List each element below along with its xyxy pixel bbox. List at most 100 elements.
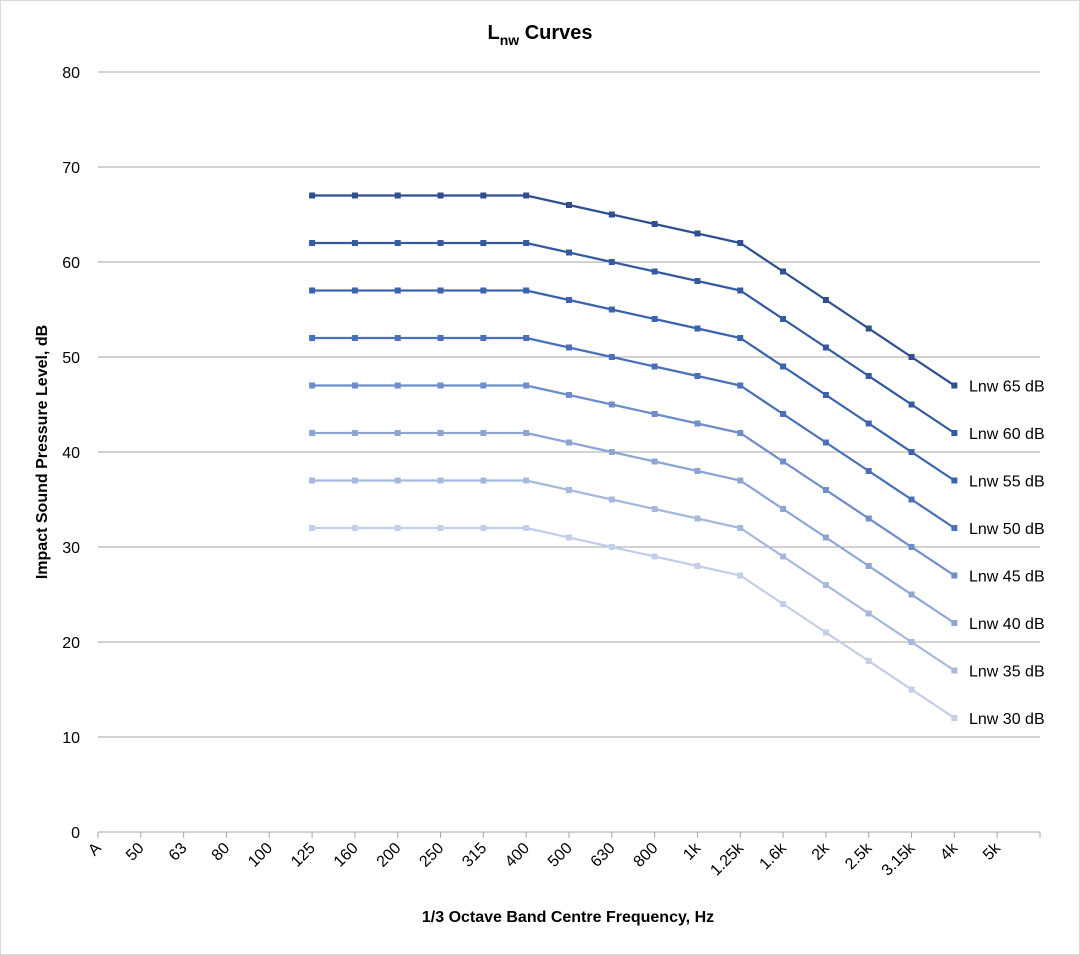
data-point-marker xyxy=(309,240,316,246)
data-point-marker xyxy=(437,430,444,436)
data-point-marker xyxy=(351,430,358,436)
x-tick-label: 630 xyxy=(588,840,619,871)
data-point-marker xyxy=(523,192,530,199)
series-label: Lnw 55 dB xyxy=(969,474,1045,491)
series-line xyxy=(309,287,958,484)
data-point-marker xyxy=(908,354,915,360)
data-point-marker xyxy=(437,240,444,246)
data-point-marker xyxy=(480,287,487,294)
data-point-marker xyxy=(566,249,572,256)
data-point-marker xyxy=(822,582,829,588)
series-label: Lnw 50 dB xyxy=(969,521,1045,538)
y-tick-label: 70 xyxy=(62,160,80,177)
data-point-marker xyxy=(865,325,872,332)
series-line xyxy=(309,335,958,531)
data-point-marker xyxy=(394,382,401,389)
data-point-marker xyxy=(951,715,958,721)
x-tick-label: 2k xyxy=(809,839,834,864)
x-tick-label: 63 xyxy=(166,840,191,865)
series-line xyxy=(309,430,958,626)
data-point-marker xyxy=(651,221,658,227)
data-point-marker xyxy=(608,259,615,265)
data-point-marker xyxy=(951,477,958,484)
data-point-marker xyxy=(309,477,316,484)
data-point-marker xyxy=(822,392,829,398)
series-line xyxy=(309,525,958,721)
data-point-marker xyxy=(651,458,658,465)
data-point-marker xyxy=(951,572,958,579)
data-point-marker xyxy=(951,430,958,436)
data-point-marker xyxy=(865,610,872,617)
data-point-marker xyxy=(394,335,401,341)
data-point-marker xyxy=(351,477,358,484)
x-tick-label: 400 xyxy=(502,840,533,871)
data-point-marker xyxy=(351,192,358,199)
data-point-marker xyxy=(480,477,487,484)
data-point-marker xyxy=(822,439,829,446)
series-lines xyxy=(309,192,958,721)
data-point-marker xyxy=(394,192,401,199)
x-tick-label: 50 xyxy=(123,840,148,865)
data-point-marker xyxy=(523,287,530,294)
data-point-marker xyxy=(865,420,872,427)
data-point-marker xyxy=(394,240,401,246)
data-point-marker xyxy=(780,268,787,275)
data-point-marker xyxy=(737,477,744,484)
x-tick-label: 500 xyxy=(545,840,576,871)
data-point-marker xyxy=(908,401,915,408)
x-tick-label: 800 xyxy=(631,840,662,871)
data-point-marker xyxy=(694,468,701,474)
data-point-marker xyxy=(566,344,572,351)
data-point-marker xyxy=(566,487,572,493)
data-point-marker xyxy=(694,325,701,332)
chart-title-subscript: nw xyxy=(500,32,520,48)
data-point-marker xyxy=(908,686,915,693)
x-tick-label: 250 xyxy=(416,840,447,871)
data-point-marker xyxy=(694,563,701,569)
data-point-marker xyxy=(437,525,444,531)
x-tick-label: 2.5k xyxy=(842,839,876,873)
data-point-marker xyxy=(694,230,701,237)
data-point-marker xyxy=(865,658,872,664)
data-point-marker xyxy=(865,563,872,569)
data-point-marker xyxy=(908,496,915,503)
data-point-marker xyxy=(651,363,658,370)
data-point-marker xyxy=(437,287,444,294)
data-point-marker xyxy=(608,354,615,360)
series-label: Lnw 60 dB xyxy=(969,426,1045,443)
x-tick-label: A xyxy=(85,840,105,860)
x-axis-ticks: A 50 63 80 100 125 160 200 250 315 400 500 630 800 1k 1… xyxy=(85,839,1004,879)
data-point-marker xyxy=(437,335,444,341)
gridlines xyxy=(97,71,1041,838)
x-tick-label: 80 xyxy=(209,840,234,865)
data-point-marker xyxy=(309,335,316,341)
data-point-marker xyxy=(608,306,615,313)
data-point-marker xyxy=(394,287,401,294)
data-point-marker xyxy=(608,449,615,455)
series-line xyxy=(309,192,958,389)
series-label: Lnw 40 dB xyxy=(969,616,1045,633)
data-point-marker xyxy=(608,496,615,503)
series-path xyxy=(312,194,955,387)
data-point-marker xyxy=(566,392,572,398)
data-point-marker xyxy=(608,211,615,218)
data-point-marker xyxy=(523,430,530,436)
data-point-marker xyxy=(480,240,487,246)
data-point-marker xyxy=(951,382,958,389)
data-point-marker xyxy=(694,515,701,522)
series-label: Lnw 45 dB xyxy=(969,569,1045,586)
x-tick-label: 1k xyxy=(680,839,705,864)
data-point-marker xyxy=(351,525,358,531)
data-point-marker xyxy=(694,278,701,284)
x-tick-label: 160 xyxy=(331,840,362,871)
data-point-marker xyxy=(908,591,915,598)
data-point-marker xyxy=(608,401,615,408)
data-point-marker xyxy=(780,458,787,465)
data-point-marker xyxy=(309,287,316,294)
data-point-marker xyxy=(480,335,487,341)
data-point-marker xyxy=(780,553,787,560)
data-point-marker xyxy=(694,373,701,379)
data-point-marker xyxy=(309,382,316,389)
